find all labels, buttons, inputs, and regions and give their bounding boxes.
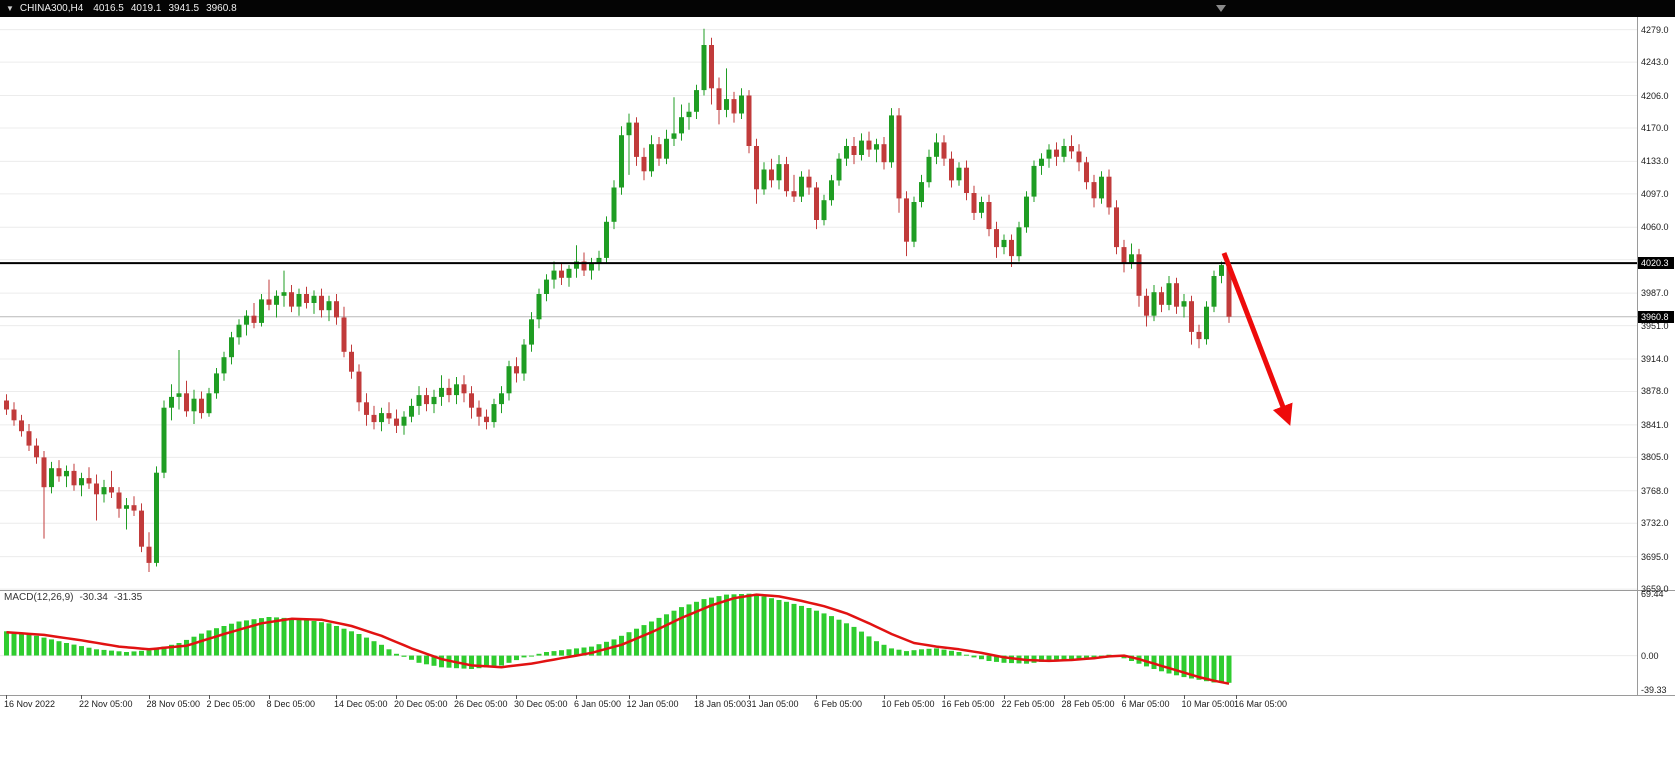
time-tick-label: 16 Feb 05:00 (941, 699, 995, 709)
time-tick-label: 16 Mar 05:00 (1234, 699, 1288, 709)
symbol-timeframe-label: CHINA300,H4 (19, 3, 84, 14)
price-tick-label: 4279.0 (1641, 24, 1669, 35)
time-tick-mark (336, 695, 337, 699)
price-tick-label: 3659.0 (1641, 584, 1669, 595)
time-tick-mark (148, 695, 150, 699)
dropdown-icon[interactable]: ▼ (6, 4, 14, 13)
macd-signal-line (6, 593, 1230, 685)
time-tick-label: 28 Nov 05:00 (146, 699, 201, 709)
time-tick-mark (1183, 695, 1185, 699)
time-tick-mark (6, 695, 7, 699)
time-tick-label: 22 Feb 05:00 (1001, 699, 1055, 709)
trend-arrow[interactable] (1221, 252, 1293, 426)
time-tick-mark (81, 695, 82, 699)
pane-separator-top[interactable] (0, 590, 1675, 591)
time-tick-label: 30 Dec 05:00 (514, 699, 568, 709)
time-tick-mark (456, 695, 457, 699)
time-tick-mark (883, 695, 885, 699)
price-tick-label: 4206.0 (1641, 90, 1669, 101)
ohlc-close: 3960.8 (206, 3, 237, 14)
bid-price-badge: 3960.8 (1638, 310, 1674, 323)
price-tick-label: 3841.0 (1641, 419, 1669, 430)
macd-indicator-label: MACD(12,26,9) -30.34 -31.35 (4, 592, 148, 603)
price-tick-label: 3914.0 (1641, 353, 1669, 364)
time-tick-label: 10 Feb 05:00 (881, 699, 935, 709)
price-tick-label: 4097.0 (1641, 188, 1669, 199)
time-tick-mark (943, 695, 945, 699)
price-tick-label: 4170.0 (1641, 122, 1669, 133)
time-tick-label: 10 Mar 05:00 (1181, 699, 1235, 709)
price-tick-label: 4133.0 (1641, 156, 1669, 167)
price-tick-label: 3878.0 (1641, 386, 1669, 397)
price-tick-label: 3987.0 (1641, 288, 1669, 299)
macd-name: MACD(12,26,9) (4, 592, 74, 603)
title-bar: ▼ CHINA300,H4 4016.5 4019.1 3941.5 3960.8 (0, 0, 1675, 17)
price-tick-label: 3805.0 (1641, 452, 1669, 463)
price-tick-label: 4243.0 (1641, 57, 1669, 68)
time-tick-mark (1123, 695, 1125, 699)
price-axis-border (1637, 17, 1638, 696)
time-tick-mark (628, 695, 630, 699)
price-chart-canvas[interactable] (0, 17, 1637, 590)
price-tick-label: 3732.0 (1641, 518, 1669, 529)
time-tick-mark (696, 695, 697, 699)
ohlc-open: 4016.5 (93, 3, 124, 14)
time-tick-label: 6 Feb 05:00 (814, 699, 863, 709)
candles (4, 28, 1232, 572)
time-tick-label: 16 Nov 2022 (4, 699, 56, 709)
time-tick-label: 31 Jan 05:00 (746, 699, 799, 709)
price-tick-label: 3768.0 (1641, 485, 1669, 496)
time-tick-mark (268, 695, 270, 699)
ohlc-low: 3941.5 (168, 3, 200, 14)
time-tick-mark (396, 695, 397, 699)
time-tick-mark (816, 695, 817, 699)
time-tick-label: 18 Jan 05:00 (694, 699, 747, 709)
time-tick-mark (748, 695, 750, 699)
time-tick-label: 20 Dec 05:00 (394, 699, 448, 709)
time-tick-label: 26 Dec 05:00 (454, 699, 508, 709)
macd-tick-label: 0.00 (1641, 650, 1659, 661)
time-tick-label: 22 Nov 05:00 (79, 699, 133, 709)
time-tick-mark (1063, 695, 1065, 699)
time-tick-label: 6 Jan 05:00 (574, 699, 622, 709)
time-tick-mark (516, 695, 517, 699)
pane-separator-bottom (0, 695, 1675, 696)
macd-tick-label: -39.33 (1641, 685, 1667, 695)
time-tick-label: 8 Dec 05:00 (266, 699, 316, 709)
time-tick-label: 6 Mar 05:00 (1121, 699, 1170, 709)
time-tick-label: 28 Feb 05:00 (1061, 699, 1115, 709)
macd-signal-value: -31.35 (113, 592, 143, 603)
time-tick-mark (1003, 695, 1005, 699)
time-tick-mark (576, 695, 577, 699)
price-gridlines (0, 29, 1637, 590)
macd-value: -30.34 (79, 592, 108, 603)
chart-shift-icon[interactable] (1216, 5, 1226, 12)
time-tick-mark (208, 695, 210, 699)
hline-price-badge: 4020.3 (1638, 257, 1674, 270)
time-tick-mark (1236, 695, 1237, 699)
time-tick-label: 12 Jan 05:00 (626, 699, 679, 709)
macd-canvas[interactable] (0, 591, 1637, 695)
time-tick-label: 2 Dec 05:00 (206, 699, 256, 709)
price-tick-label: 3951.0 (1641, 320, 1669, 331)
price-tick-label: 3695.0 (1641, 551, 1669, 562)
macd-histogram (4, 593, 1232, 683)
ohlc-high: 4019.1 (130, 3, 162, 14)
price-tick-label: 4060.0 (1641, 222, 1669, 233)
time-tick-label: 14 Dec 05:00 (334, 699, 388, 709)
macd-tick-label: 69.44 (1641, 589, 1664, 599)
